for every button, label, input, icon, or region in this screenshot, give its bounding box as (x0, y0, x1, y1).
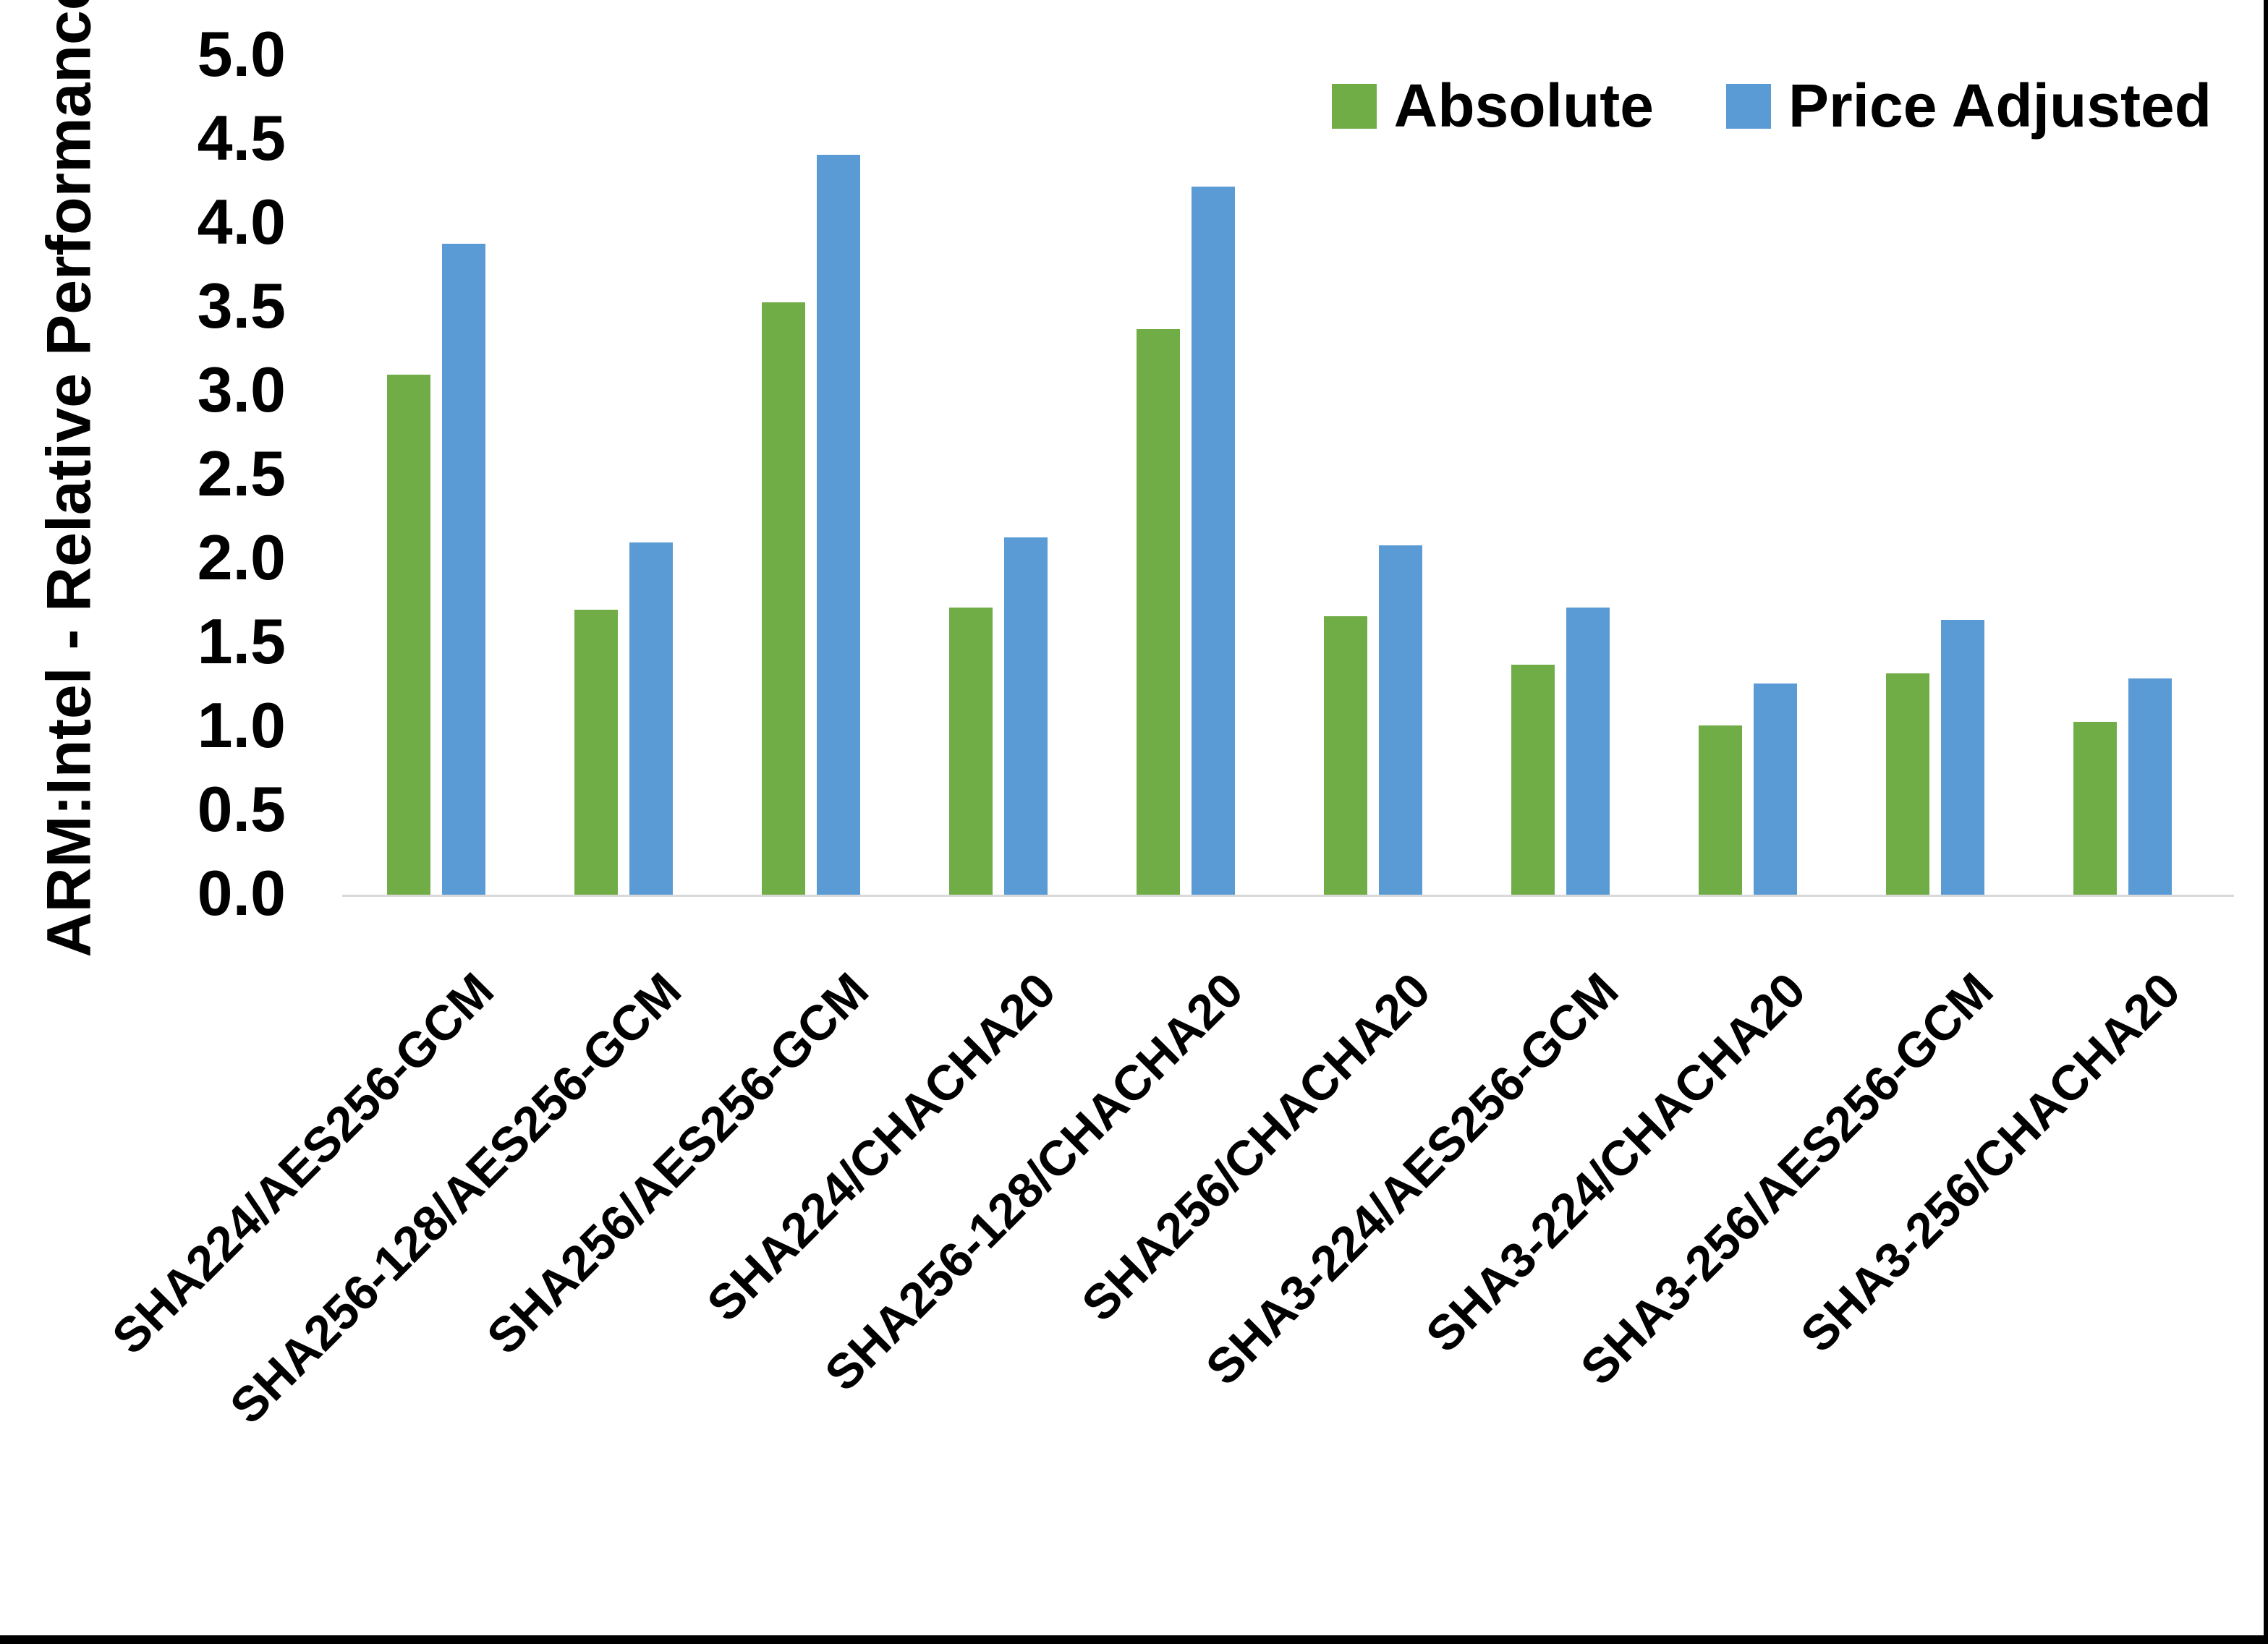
legend-item-absolute: Absolute (1331, 71, 1654, 141)
bar-price-adjusted-8 (1941, 620, 1984, 895)
bar-absolute-6 (1511, 665, 1555, 895)
y-tick-label: 0.0 (197, 856, 286, 929)
y-tick-label: 2.0 (197, 521, 286, 593)
bar-absolute-5 (1324, 616, 1367, 895)
x-category-label: SHA224/CHACHA20 (697, 962, 1066, 1332)
bar-absolute-3 (949, 608, 993, 895)
y-tick-label: 5.0 (197, 17, 286, 90)
bar-absolute-7 (1699, 725, 1742, 895)
bar-absolute-9 (2073, 722, 2117, 895)
legend-item-price-adjusted: Price Adjusted (1725, 71, 2212, 141)
x-category-label: SHA3-224/CHACHA20 (1415, 962, 1816, 1363)
bar-price-adjusted-9 (2128, 678, 2172, 895)
x-category-label: SHA256/AES256-GCM (476, 962, 879, 1365)
x-category-label: SHA224/AES256-GCM (101, 962, 504, 1365)
y-tick-label: 3.5 (197, 269, 286, 341)
y-tick-label: 1.5 (197, 605, 286, 677)
bar-price-adjusted-5 (1379, 545, 1422, 895)
bar-absolute-2 (762, 302, 805, 895)
page-edge-bottom (0, 1635, 2268, 1644)
bar-absolute-1 (574, 610, 618, 895)
legend-label: Price Adjusted (1788, 72, 2212, 140)
legend-swatch-icon (1725, 83, 1771, 129)
bar-price-adjusted-1 (629, 542, 673, 895)
x-axis-line (342, 895, 2234, 897)
bar-absolute-8 (1886, 673, 1929, 895)
x-category-label: SHA256/CHACHA20 (1071, 962, 1441, 1332)
bar-price-adjusted-6 (1566, 608, 1610, 895)
y-tick-label: 1.0 (197, 689, 286, 761)
bar-price-adjusted-4 (1192, 187, 1235, 895)
bar-absolute-0 (387, 375, 430, 895)
bar-price-adjusted-3 (1004, 537, 1048, 895)
y-tick-label: 4.0 (197, 185, 286, 257)
page-edge-right (2264, 0, 2268, 1644)
legend-label: Absolute (1393, 72, 1654, 140)
legend: Absolute Price Adjusted (1331, 71, 2212, 141)
y-axis-title: ARM:Intel - Relative Performance (34, 0, 104, 958)
bar-price-adjusted-2 (817, 155, 860, 895)
y-tick-label: 4.5 (197, 101, 286, 174)
x-category-label: SHA3-256/CHACHA20 (1790, 962, 2191, 1363)
bar-absolute-4 (1137, 329, 1180, 895)
y-tick-label: 2.5 (197, 437, 286, 509)
bar-price-adjusted-7 (1754, 683, 1797, 895)
y-tick-label: 3.0 (197, 353, 286, 425)
legend-swatch-icon (1331, 83, 1377, 129)
y-tick-label: 0.5 (197, 772, 286, 845)
bar-price-adjusted-0 (442, 244, 485, 895)
